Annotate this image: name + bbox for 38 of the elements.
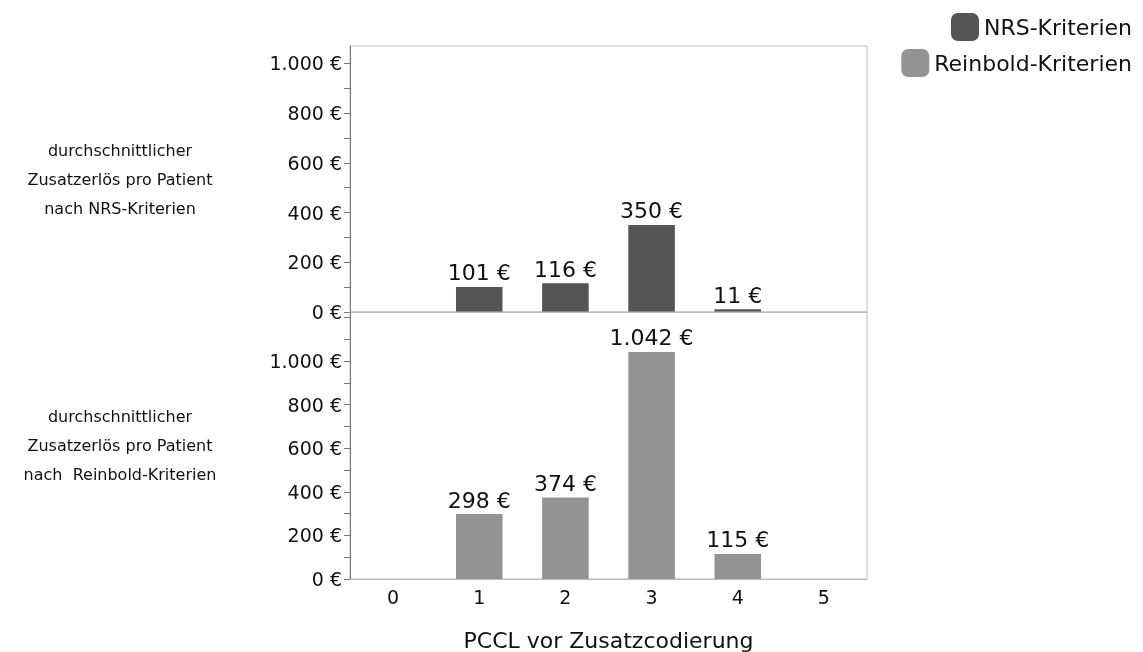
y-tick-label: 200 € bbox=[287, 524, 342, 547]
x-tick-label: 4 bbox=[731, 585, 744, 608]
bar bbox=[542, 497, 589, 579]
data-label: 298 € bbox=[447, 487, 511, 513]
x-axis-title: PCCL vor Zusatzcodierung bbox=[463, 627, 754, 652]
y-tick-label: 200 € bbox=[287, 251, 342, 274]
data-label: 101 € bbox=[447, 260, 511, 286]
legend-label: Reinbold-Kriterien bbox=[934, 50, 1133, 76]
x-tick-label: 2 bbox=[559, 585, 572, 608]
bar bbox=[455, 514, 503, 579]
bar bbox=[628, 224, 675, 312]
y-axis-title: durchschnittlicher Zusatzerlös pro Patient nach NRS-Kriterien bbox=[27, 140, 213, 218]
y-tick-label: 0 € bbox=[311, 301, 342, 323]
x-tick-label: 3 bbox=[645, 585, 658, 608]
y-tick-label: 800 € bbox=[287, 393, 342, 416]
y-tick-label: 1.000 € bbox=[269, 350, 342, 373]
y-tick-label: 600 € bbox=[287, 151, 342, 174]
y-tick-label: 600 € bbox=[287, 437, 342, 460]
y-tick-label: 1.000 € bbox=[269, 52, 342, 75]
bar bbox=[455, 286, 503, 312]
data-label: 116 € bbox=[533, 256, 597, 282]
data-label: 115 € bbox=[706, 527, 770, 553]
data-label: 374 € bbox=[533, 470, 597, 496]
x-tick-label: 5 bbox=[817, 585, 830, 608]
bar bbox=[628, 351, 675, 579]
y-tick-label: 0 € bbox=[311, 568, 342, 590]
y-tick-label: 400 € bbox=[287, 480, 342, 503]
y-tick-label: 800 € bbox=[287, 102, 342, 125]
y-axis-title: durchschnittlicher Zusatzerlös pro Patient nach Reinbold-Kriterien bbox=[23, 407, 217, 484]
legend-label: NRS-Kriterien bbox=[983, 14, 1132, 40]
data-label: 350 € bbox=[620, 198, 684, 224]
bar bbox=[714, 553, 762, 579]
x-tick-label: 0 bbox=[387, 585, 400, 608]
x-tick-label: 1 bbox=[473, 585, 486, 608]
data-label: 1.042 € bbox=[609, 325, 694, 351]
y-tick-label: 400 € bbox=[287, 201, 342, 224]
bar bbox=[542, 283, 589, 312]
data-label: 11 € bbox=[713, 282, 763, 308]
